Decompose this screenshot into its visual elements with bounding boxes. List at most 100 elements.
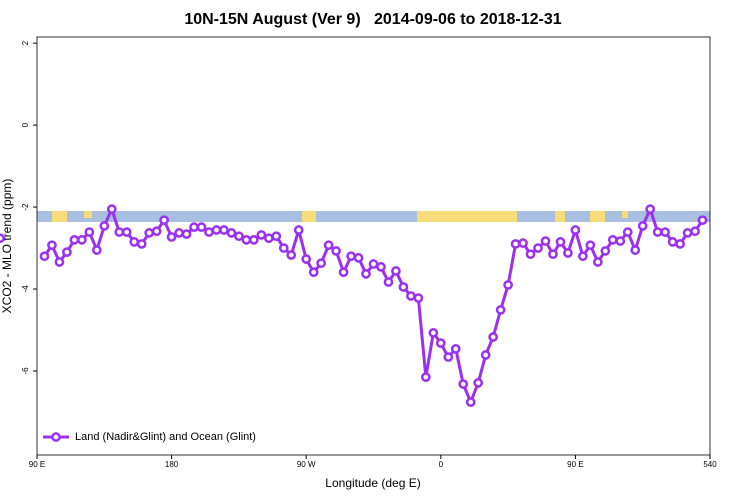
data-point [488,332,498,342]
x-tick-label: 90 E [29,460,45,469]
chart-title: 10N-15N August (Ver 9) 2014-09-06 to 201… [184,11,561,28]
data-point [151,226,162,237]
data-point [346,251,356,262]
data-point [234,231,244,242]
data-point [361,269,371,279]
data-point [690,226,700,237]
data-point [443,352,454,362]
data-point [622,227,633,237]
data-point [540,236,551,246]
data-point [495,305,506,315]
data-point [129,237,140,247]
y-tick-label: -4 [21,285,30,293]
data-point [241,235,252,245]
data-point [503,280,513,290]
data-point [398,282,409,292]
data-point [428,328,439,338]
data-point [316,258,327,269]
plot-frame [36,36,711,456]
data-point [114,227,125,237]
data-point [420,372,431,382]
x-tick-label: 0 [439,460,444,469]
data-point [136,239,147,249]
data-point [637,221,648,231]
data-point [69,235,80,245]
data-point [413,293,424,303]
data-point [368,259,379,269]
data-point [667,237,678,247]
data-point [189,222,199,232]
data-point [450,344,461,354]
data-point [271,231,282,242]
data-point [0,233,5,244]
data-point [570,225,581,235]
data-point [159,215,169,226]
data-point [480,350,491,360]
data-point [99,221,110,231]
data-point [263,233,274,244]
data-point [645,204,656,214]
data-point [144,228,155,238]
data-point [331,246,341,256]
data-point [563,248,573,258]
data-point [47,240,57,251]
data-point [39,251,50,262]
data-point [286,250,297,260]
y-tick-label: -6 [21,367,30,375]
y-axis-label: XCO2 - MLO trend (ppm) [0,179,14,314]
data-point [106,204,117,214]
data-point [697,215,708,226]
data-point [121,227,132,237]
y-tick-label: 0 [21,122,30,127]
x-tick-label: 180 [165,460,179,469]
data-point [600,246,611,256]
legend-marker [51,432,61,442]
data-point [77,235,87,245]
data-point [660,227,670,237]
data-point [630,245,641,255]
data-point [181,229,192,239]
data-point [615,236,626,246]
data-point [226,228,237,238]
data-point [555,237,566,247]
data-point [675,239,685,249]
data-point [62,247,72,257]
data-point [204,227,214,237]
x-tick-label: 90 E [567,460,583,469]
data-point [533,243,543,253]
data-point [301,254,312,264]
data-point [91,245,102,255]
x-tick-label: 90 W [297,460,316,469]
data-point [518,238,528,248]
data-point [592,257,603,267]
data-point [652,227,663,237]
data-point [607,235,618,245]
data-point [211,225,222,235]
y-tick-label: 2 [21,40,30,45]
data-point [256,230,267,240]
data-point [54,257,65,267]
data-point [308,267,319,278]
data-point [406,291,416,301]
data-point [383,277,394,287]
data-point [465,397,476,407]
data-point [458,379,469,389]
legend-label: Land (Nadir&Glint) and Ocean (Glint) [75,431,256,443]
data-point [174,228,184,238]
data-point [166,232,177,242]
data-point [578,251,588,262]
data-point [510,239,521,249]
data-point [323,240,334,251]
x-tick-label: 540 [703,460,717,469]
data-point [84,227,95,237]
data-point [548,249,558,260]
data-point [293,225,304,235]
data-point [435,338,446,348]
data-point [219,225,229,235]
data-point [391,266,401,276]
map-strip [37,211,710,222]
data-point [196,222,207,232]
y-tick-label: -2 [21,203,30,211]
series-line [43,207,704,404]
